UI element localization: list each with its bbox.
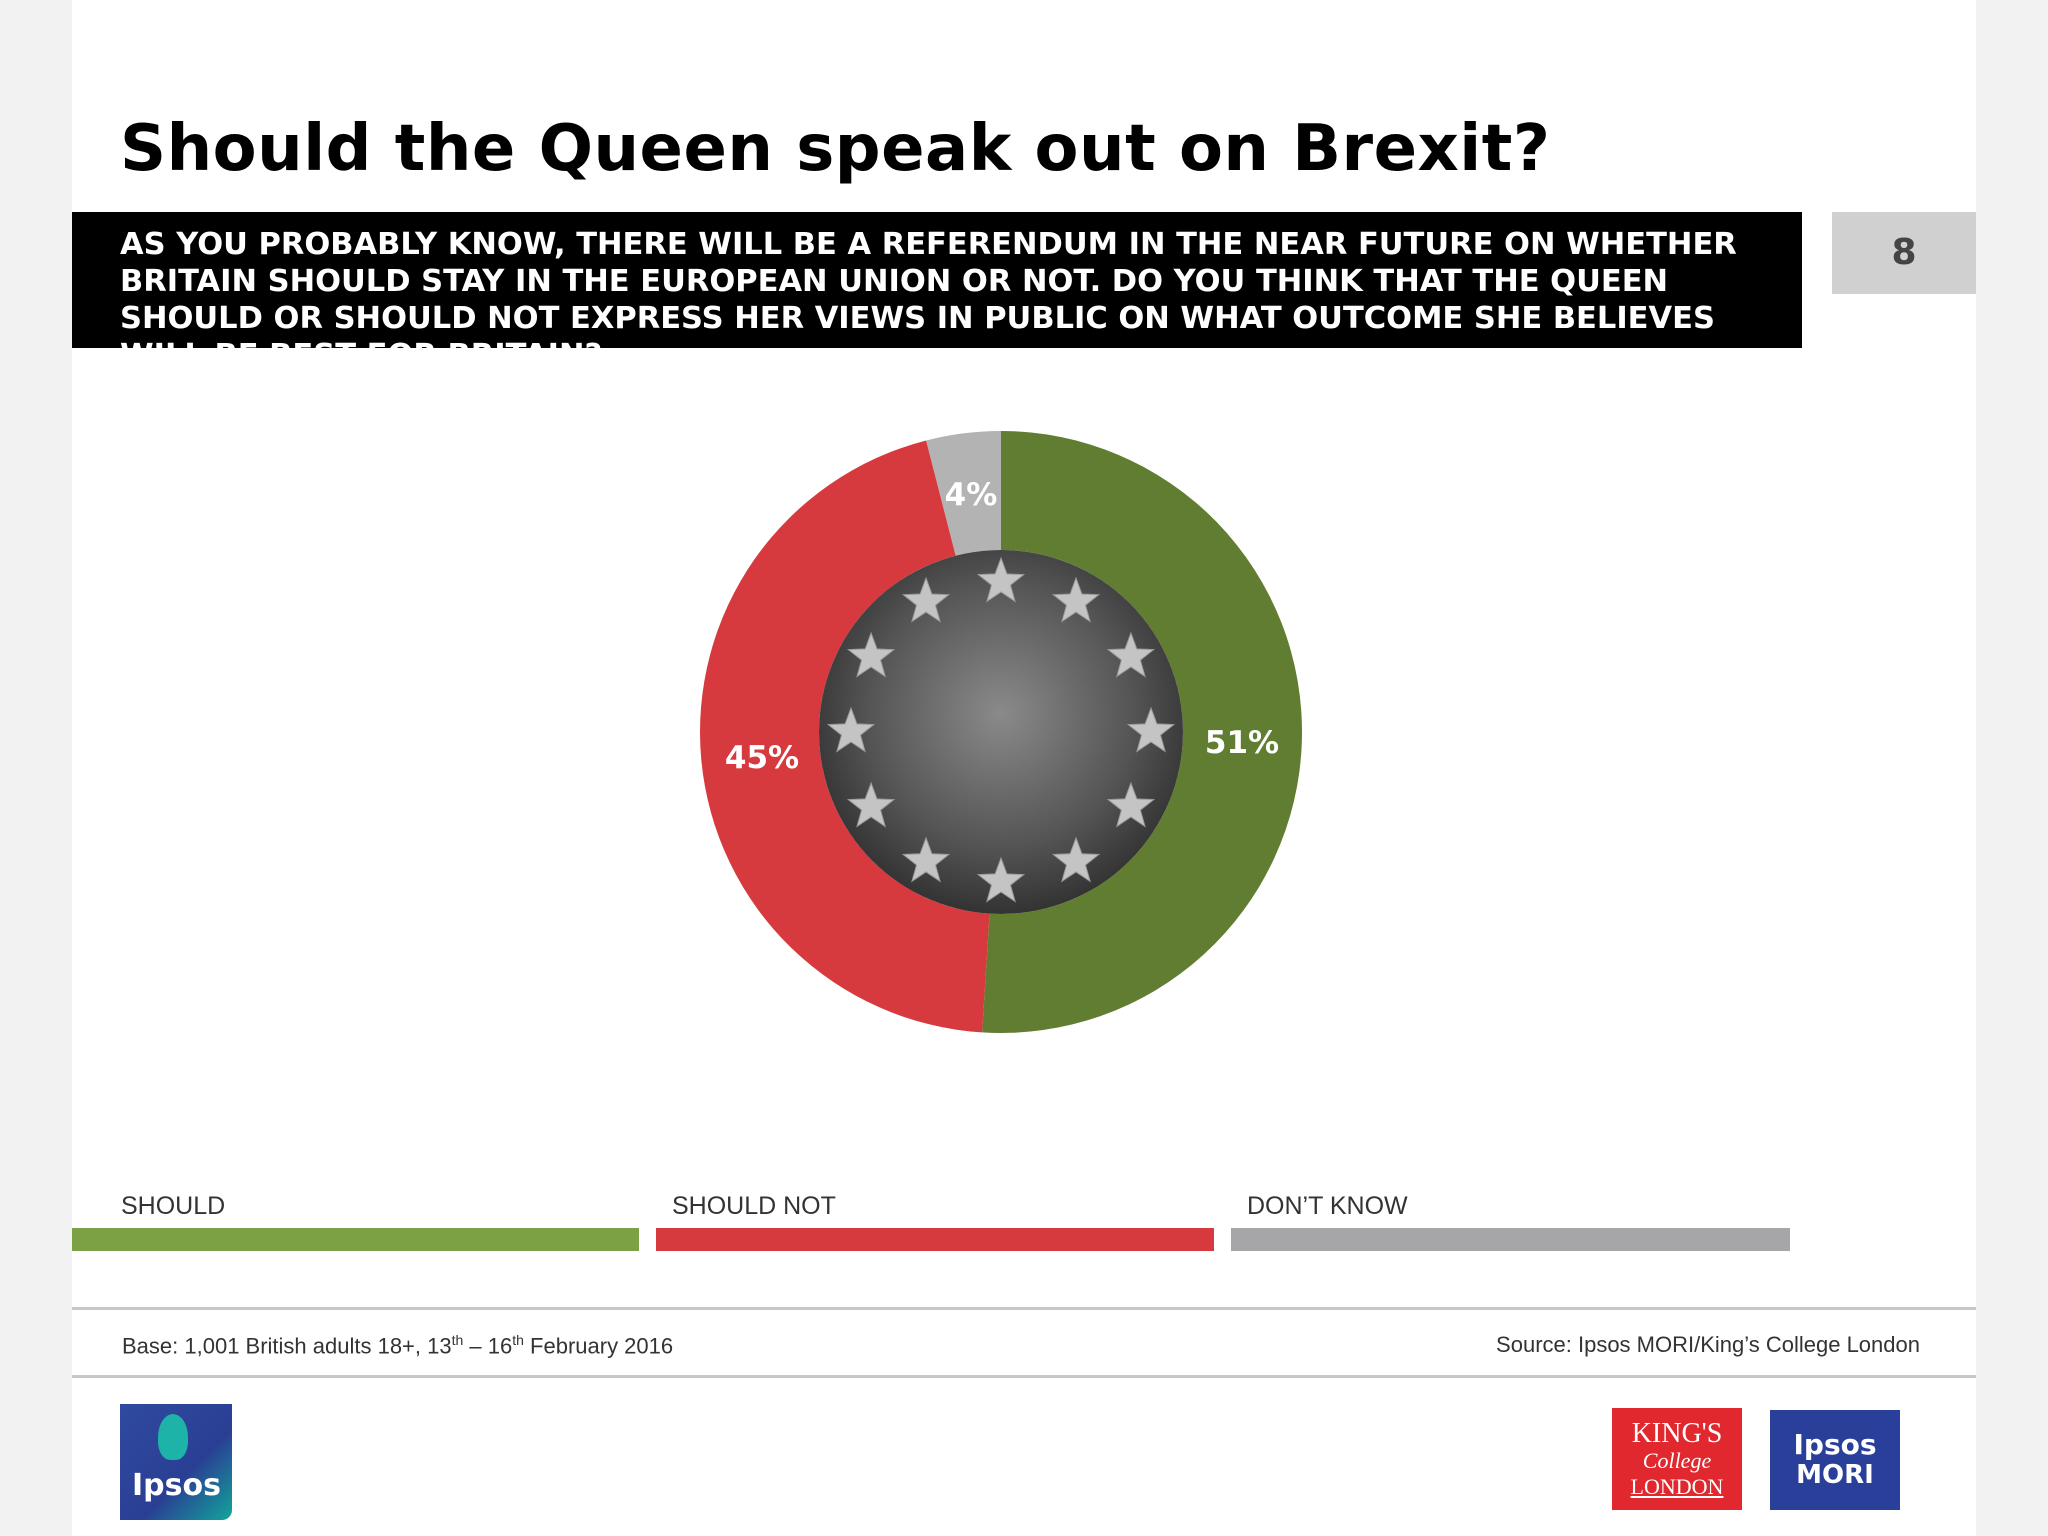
legend-label-should: SHOULD — [121, 1192, 226, 1220]
legend-label-should-not: SHOULD NOT — [672, 1192, 836, 1220]
page-number: 8 — [1832, 212, 1976, 294]
star-icon — [976, 856, 1026, 903]
slice-label-dont-know: 4% — [945, 477, 998, 513]
footer-divider-bottom — [72, 1375, 1976, 1378]
eu-stars — [826, 556, 1176, 903]
slice-label-should-not: 45% — [725, 740, 799, 776]
star-icon — [1106, 781, 1156, 828]
star-icon — [826, 706, 876, 753]
star-icon — [1126, 706, 1176, 753]
base-note: Base: 1,001 British adults 18+, 13th – 1… — [122, 1332, 674, 1359]
legend-bar-dont-know — [1231, 1228, 1790, 1251]
profile-head-icon — [158, 1414, 188, 1460]
star-icon — [901, 576, 951, 623]
donut-slice-dont-know — [926, 431, 1001, 556]
slice-label-should: 51% — [1205, 725, 1279, 761]
footer-divider-top — [72, 1307, 1976, 1310]
eu-flag-center — [819, 550, 1183, 914]
star-icon — [976, 556, 1026, 603]
ipsos-mori-logo: Ipsos MORI — [1770, 1410, 1900, 1510]
kings-college-logo: KING'S College LONDON — [1612, 1408, 1742, 1510]
donut-slice-should-not — [700, 440, 990, 1033]
ipsos-logo: Ipsos — [120, 1404, 232, 1520]
star-icon — [1106, 631, 1156, 678]
star-icon — [1051, 576, 1101, 623]
question-banner — [72, 212, 1802, 348]
question-text: AS YOU PROBABLY KNOW, THERE WILL BE A RE… — [120, 227, 1737, 373]
star-icon — [846, 631, 896, 678]
source-note: Source: Ipsos MORI/King’s College London — [1496, 1332, 1920, 1357]
star-icon — [901, 836, 951, 883]
legend-bar-should — [72, 1228, 639, 1251]
legend-bar-should-not — [656, 1228, 1214, 1251]
star-icon — [1051, 836, 1101, 883]
page-title: Should the Queen speak out on Brexit? — [120, 112, 1551, 186]
donut-slice-should — [982, 431, 1303, 1033]
star-icon — [846, 781, 896, 828]
legend-label-dont-know: DON’T KNOW — [1247, 1192, 1408, 1220]
